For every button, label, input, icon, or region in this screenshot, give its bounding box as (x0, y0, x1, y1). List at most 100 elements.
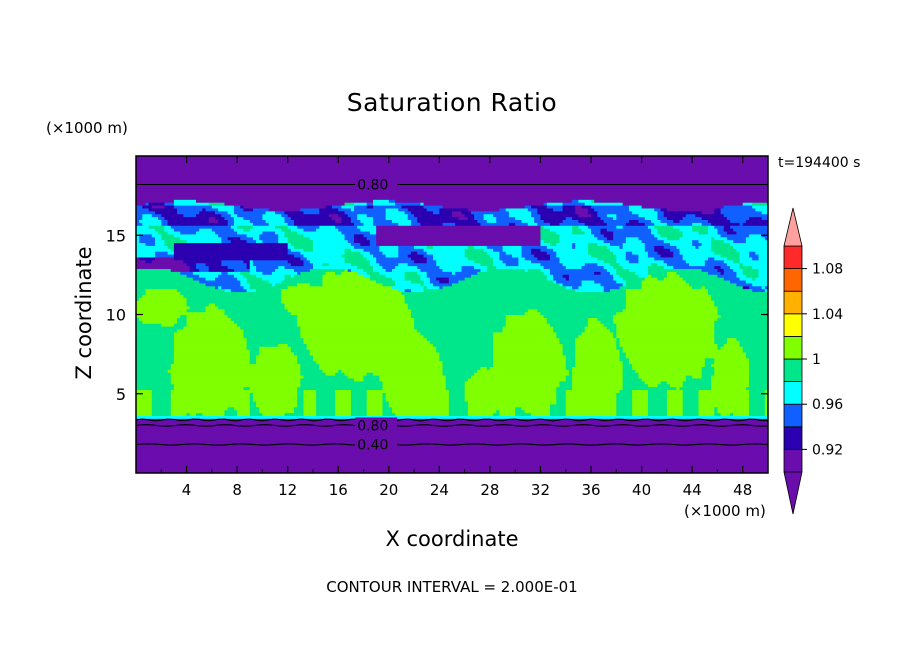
field-cell (647, 389, 668, 393)
field-cell (622, 265, 649, 269)
field-cell (196, 230, 216, 235)
field-cell (136, 204, 143, 209)
field-cell (717, 406, 750, 411)
field-cell (154, 251, 169, 255)
field-cell (240, 204, 245, 209)
field-cell (268, 222, 289, 226)
field-cell (136, 193, 768, 197)
field-cell (215, 216, 226, 220)
field-cell (647, 406, 668, 411)
field-cell (309, 349, 437, 353)
field-cell (562, 282, 583, 287)
field-cell (493, 346, 564, 350)
field-cell (619, 245, 624, 249)
field-cell (385, 210, 406, 215)
field-cell (142, 213, 153, 218)
field-cell (610, 271, 617, 275)
field-cell (439, 265, 463, 269)
field-cell (262, 213, 282, 218)
field-cell (553, 326, 586, 330)
field-cell (499, 409, 516, 414)
x-tick-label: 20 (379, 481, 398, 499)
field-cell (300, 366, 320, 370)
field-cell (136, 259, 147, 264)
field-cell (565, 285, 573, 290)
field-cell (256, 265, 279, 269)
field-cell (474, 216, 485, 220)
field-cell (300, 271, 327, 275)
field-cell (764, 398, 768, 402)
field-cell (278, 233, 286, 238)
field-cell (591, 213, 598, 218)
field-cell (294, 268, 311, 272)
field-cell (666, 274, 681, 278)
field-cell (173, 323, 188, 327)
field-cell (249, 400, 257, 405)
field-cell (366, 372, 374, 376)
field-cell (540, 225, 545, 229)
field-cell (622, 277, 646, 281)
field-cell (647, 398, 668, 402)
field-cell (350, 389, 368, 393)
field-cell (136, 294, 143, 298)
field-cell (448, 403, 469, 408)
field-cell (518, 262, 542, 267)
field-cell (540, 268, 551, 272)
field-cell (508, 222, 516, 226)
field-cell (316, 398, 336, 402)
field-cell (170, 406, 229, 411)
field-cell (480, 222, 510, 226)
field-cell (647, 225, 655, 229)
field-cell (398, 288, 406, 293)
contour-line-base (136, 418, 768, 422)
field-cell (673, 225, 693, 229)
field-cell (357, 213, 368, 218)
field-cell (493, 412, 500, 416)
field-cell (256, 403, 298, 408)
field-cell (685, 259, 706, 264)
field-cell (616, 406, 633, 411)
field-cell (764, 403, 768, 408)
field-cell (136, 409, 153, 414)
field-cell (698, 400, 750, 405)
field-cell (186, 274, 200, 278)
field-cell (565, 389, 621, 393)
field-cell (173, 360, 251, 365)
field-cell (493, 360, 567, 365)
field-cell (534, 253, 551, 258)
colorbar-over-arrow (783, 207, 803, 247)
field-cell (208, 265, 229, 269)
field-cell (136, 228, 156, 232)
field-cell (192, 277, 207, 281)
field-cell (622, 202, 744, 206)
field-cell (423, 279, 431, 284)
field-cell (233, 228, 245, 232)
field-cell (316, 412, 336, 416)
field-cell (281, 294, 406, 298)
field-cell (344, 236, 355, 241)
field-cell (287, 222, 295, 226)
field-cell (711, 242, 731, 246)
field-cell (287, 251, 301, 255)
field-cell (265, 210, 276, 215)
field-cell (297, 282, 311, 287)
field-cell (641, 279, 687, 284)
field-cell (186, 302, 210, 307)
field-cell (622, 372, 640, 376)
field-cell (237, 225, 254, 229)
field-cell (584, 222, 608, 226)
field-cell (692, 225, 709, 229)
x-tick-label: 32 (531, 481, 550, 499)
field-cell (439, 357, 494, 362)
field-cell (543, 202, 548, 206)
field-cell (338, 228, 361, 232)
field-cell (303, 400, 317, 405)
field-cell (136, 179, 768, 183)
field-cell (410, 219, 418, 223)
field-cell (391, 268, 421, 272)
contour-label-bg (355, 176, 398, 193)
field-cell (442, 372, 475, 376)
field-cell (186, 314, 229, 318)
field-cell (556, 242, 573, 246)
field-cell (745, 274, 760, 278)
